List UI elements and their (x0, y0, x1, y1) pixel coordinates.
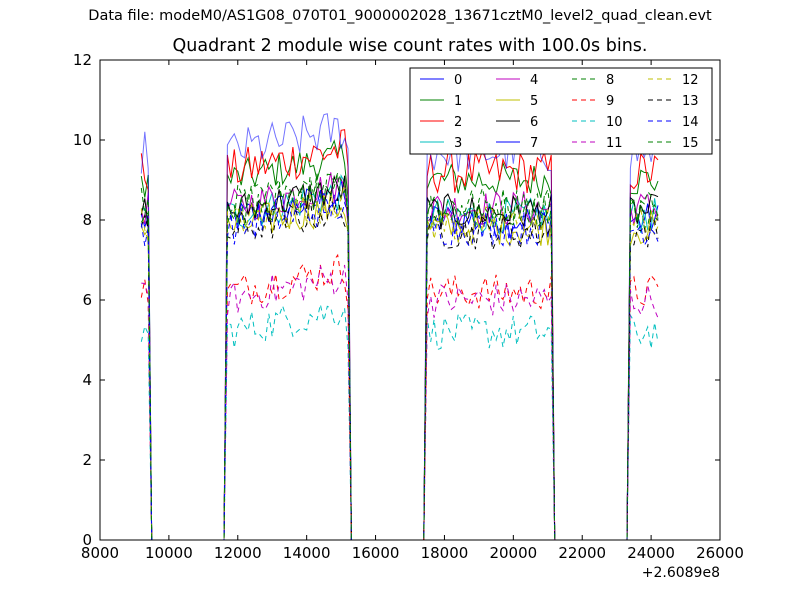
series-line-2 (140, 129, 659, 541)
legend-label-6: 6 (530, 115, 538, 130)
suptitle: Data file: modeM0/AS1G08_070T01_90000020… (88, 8, 712, 24)
x-tick-label: 18000 (421, 544, 469, 562)
series-line-1 (140, 139, 659, 541)
x-tick-label: 14000 (283, 544, 331, 562)
legend-box (409, 67, 713, 155)
x-tick-label: 10000 (145, 544, 193, 562)
legend-label-14: 14 (682, 115, 699, 130)
legend-label-15: 15 (682, 136, 699, 151)
series-line-6 (140, 174, 659, 541)
x-tick-label: 8000 (81, 544, 119, 562)
y-tick-label: 4 (82, 371, 92, 389)
ticks-layer: 8000 10000 12000 14000 16000 18000 20000 22000 2… (73, 51, 744, 562)
chart-title: Quadrant 2 module wise count rates with … (172, 36, 648, 56)
x-tick-label: 12000 (214, 544, 262, 562)
x-tick-label: 24000 (627, 544, 675, 562)
series-line-12 (140, 183, 659, 541)
series-line-8 (140, 173, 659, 541)
x-tick-label: 16000 (352, 544, 400, 562)
y-tick-label: 10 (73, 131, 92, 149)
series-line-9 (140, 253, 659, 541)
legend-label-3: 3 (454, 136, 462, 151)
legend-label-4: 4 (530, 73, 538, 88)
legend-label-2: 2 (454, 115, 462, 130)
legend-label-0: 0 (454, 73, 462, 88)
legend-label-11: 11 (606, 136, 623, 151)
y-tick-label: 2 (82, 451, 92, 469)
series-line-13 (140, 196, 659, 541)
legend-label-13: 13 (682, 94, 699, 109)
series-line-15 (140, 171, 659, 541)
legend-label-12: 12 (682, 73, 699, 88)
x-tick-label: 22000 (558, 544, 606, 562)
legend-label-5: 5 (530, 94, 538, 109)
legend-label-7: 7 (530, 136, 538, 151)
series-layer (140, 113, 659, 541)
series-line-10 (140, 304, 659, 541)
y-tick-label: 6 (82, 291, 92, 309)
series-line-5 (140, 190, 659, 541)
legend-label-8: 8 (606, 73, 614, 88)
legend-label-10: 10 (606, 115, 623, 130)
y-tick-label: 12 (73, 51, 92, 69)
series-line-14 (140, 192, 659, 541)
series-line-11 (141, 264, 659, 541)
legend-label-9: 9 (606, 94, 614, 109)
x-tick-label: 26000 (696, 544, 744, 562)
x-tick-label: 20000 (489, 544, 537, 562)
series-line-4 (140, 172, 659, 541)
y-tick-label: 8 (82, 211, 92, 229)
series-line-3 (141, 174, 659, 541)
x-offset-label: +2.6089e8 (642, 565, 720, 581)
legend-label-1: 1 (454, 94, 462, 109)
y-tick-label: 0 (82, 531, 92, 549)
series-line-7 (140, 113, 659, 541)
series-line-0 (140, 180, 659, 541)
